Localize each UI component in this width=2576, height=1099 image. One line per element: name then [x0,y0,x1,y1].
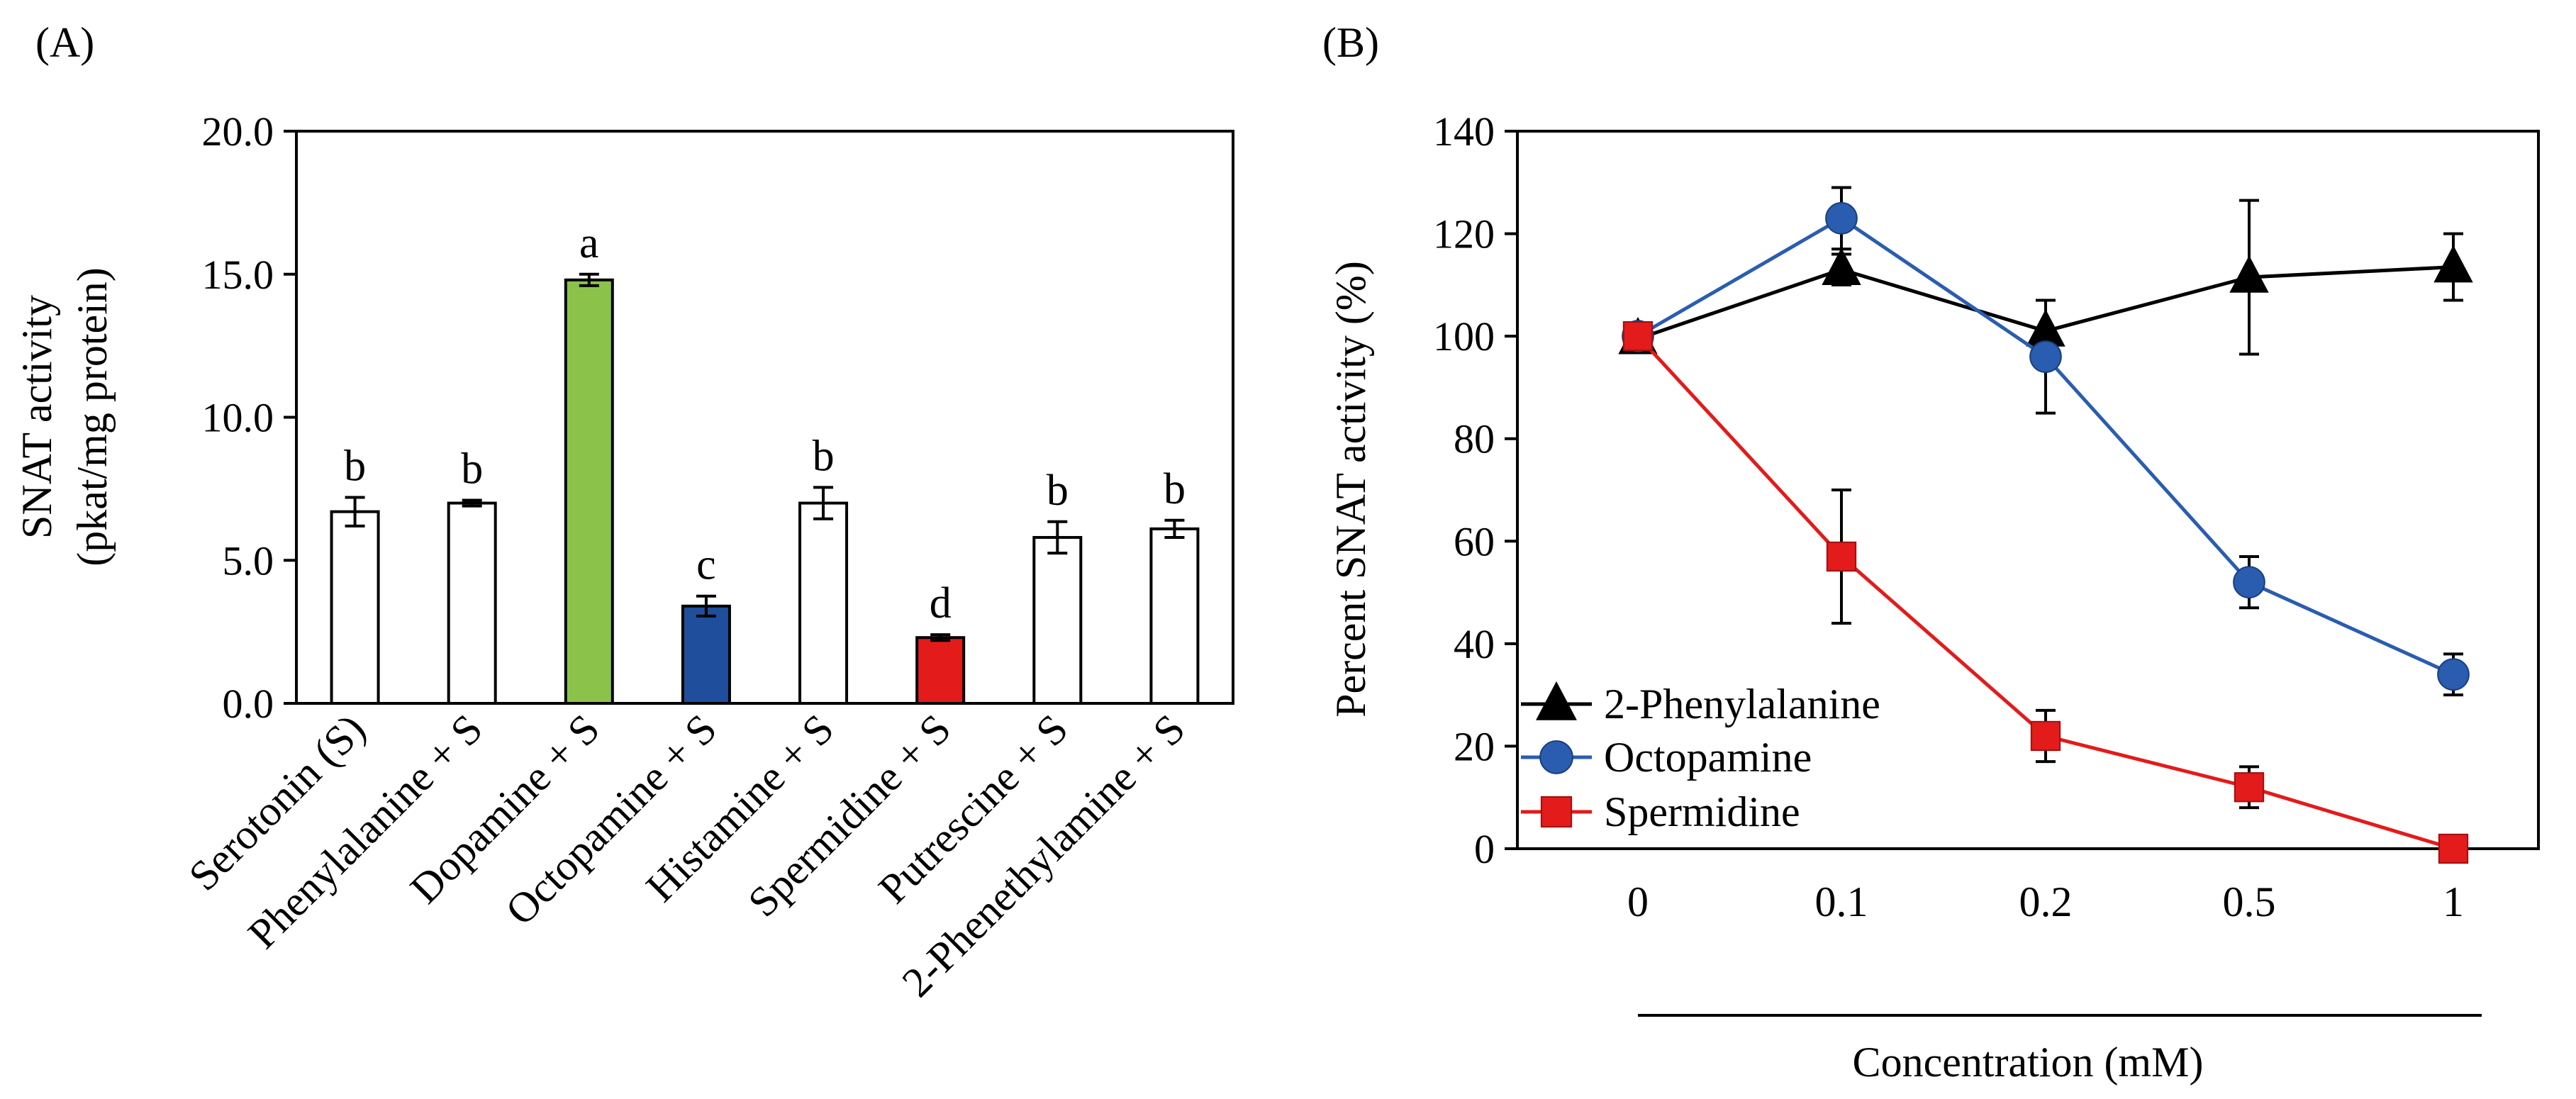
panel-b-label: (B) [1322,19,1379,66]
marker-circle [2029,340,2062,373]
series-line [1637,216,2455,676]
panel-b-plot-frame [1516,130,2540,850]
x-category-label: Spermidine + S [739,705,959,926]
y-tick-label: 5.0 [223,537,274,584]
panel-b-ylabel: Percent SNAT activity (%) [1327,261,1374,718]
bar [1149,527,1200,705]
x-category-label: Octopamine + S [496,705,725,935]
significance-letter: d [930,579,952,627]
bar [447,501,497,705]
bar [915,636,966,705]
panel-a-plot-frame [295,130,1234,705]
y-tick-label: 40 [1454,621,1495,667]
panel-a-ylabel-line2: (pkat/mg protein) [69,267,116,567]
y-tick-label: 0 [1474,826,1495,872]
y-tick-label: 15.0 [202,252,274,298]
marker-square [1826,541,1857,572]
bar [681,604,731,705]
y-tick-label: 10.0 [202,395,274,441]
x-tick-label: 0.1 [1815,878,1868,925]
marker-square [2234,772,2265,803]
panel-a: (A) SNAT activity (pkat/mg protein) 0.0 5… [13,19,1234,1006]
bar [330,510,380,705]
y-tick-label: 60 [1454,518,1495,564]
marker-square [1622,320,1654,352]
x-tick-label: 0.2 [2019,878,2073,925]
bar [798,501,849,705]
marker-triangle [2229,255,2269,293]
x-tick-label: 0 [1627,878,1649,925]
significance-letter: b [813,432,835,480]
panel-b: (B) Percent SNAT activity (%) Concentrat… [1322,19,2540,1086]
significance-letter: b [1047,467,1069,515]
panel-a-label: (A) [35,19,94,66]
significance-letter: b [344,442,366,490]
y-tick-label: 20.0 [202,108,274,155]
marker-triangle [2433,245,2473,283]
bar [564,278,614,705]
y-tick-label: 20 [1454,723,1495,769]
significance-letter: a [579,219,599,267]
significance-letter: b [461,445,483,493]
significance-letter: b [1164,465,1186,513]
marker-square [2030,720,2061,752]
y-tick-label: 100 [1433,313,1495,359]
marker-triangle [1822,247,1861,285]
marker-circle [2233,566,2265,598]
x-tick-label: 1 [2443,878,2464,925]
x-tick-label: 0.5 [2223,878,2276,925]
marker-square [2438,833,2469,864]
bar [1032,535,1083,705]
significance-letter: c [696,541,716,589]
marker-triangle [1536,681,1577,720]
legend-label: Spermidine [1604,788,1800,835]
panel-a-ylabel-line1: SNAT activity [13,295,60,539]
panel-b-xlabel: Concentration (mM) [1853,1039,2204,1086]
y-tick-label: 80 [1454,416,1495,462]
y-tick-label: 0.0 [223,681,274,727]
y-tick-label: 140 [1433,108,1495,155]
marker-circle [1825,202,1858,235]
legend-label: 2-Phenylalanine [1604,681,1880,727]
marker-circle [1539,740,1573,774]
y-tick-label: 120 [1433,211,1495,257]
legend-label: Octopamine [1604,734,1812,781]
marker-square [1540,796,1573,828]
marker-circle [2437,658,2470,691]
